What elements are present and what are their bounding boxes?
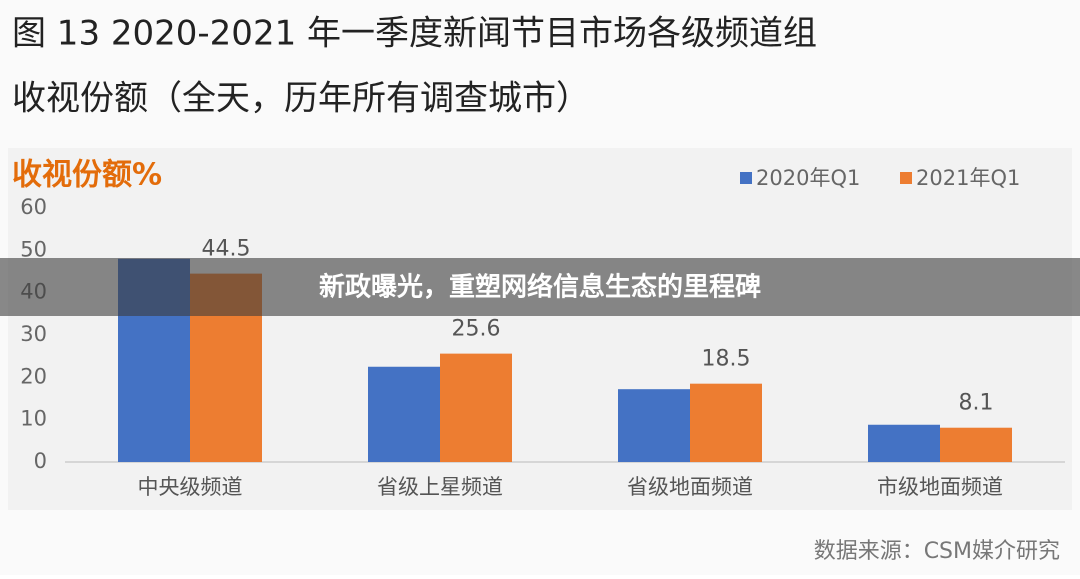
x-tick-label: 省级地面频道 [627, 475, 753, 499]
banner-bg [0, 258, 1080, 316]
source: 数据来源：CSM媒介研究 [814, 539, 1060, 564]
caption-line: 图 13 2020-2021 年一季度新闻节目市场各级频道组 [12, 14, 817, 54]
y-tick-label: 20 [20, 364, 47, 388]
chart-title: 收视份额% [12, 158, 162, 193]
bar [868, 424, 940, 462]
legend-swatch [740, 172, 752, 184]
y-tick-label: 10 [20, 407, 47, 431]
bar [618, 389, 690, 462]
x-tick-label: 中央级频道 [138, 475, 243, 499]
x-tick-label: 市级地面频道 [877, 475, 1003, 499]
bar [368, 366, 440, 462]
y-tick-label: 60 [20, 195, 47, 219]
y-tick-label: 0 [34, 449, 47, 473]
x-tick-label: 省级上星频道 [377, 475, 503, 499]
caption-line: 收视份额（全天，历年所有调查城市） [12, 79, 590, 119]
legend-label: 2020年Q1 [756, 166, 860, 190]
bar [690, 383, 762, 462]
banner-title: 新政曝光，重塑网络信息生态的里程碑 [319, 272, 761, 303]
legend-swatch [900, 172, 912, 184]
data-label: 8.1 [959, 391, 994, 416]
y-tick-label: 30 [20, 322, 47, 346]
bar [440, 353, 512, 462]
data-label: 25.6 [452, 317, 501, 342]
data-label: 18.5 [702, 347, 751, 372]
data-label: 44.5 [202, 237, 251, 262]
y-tick-label: 50 [20, 237, 47, 261]
legend-label: 2021年Q1 [916, 166, 1020, 190]
bar [940, 427, 1012, 462]
